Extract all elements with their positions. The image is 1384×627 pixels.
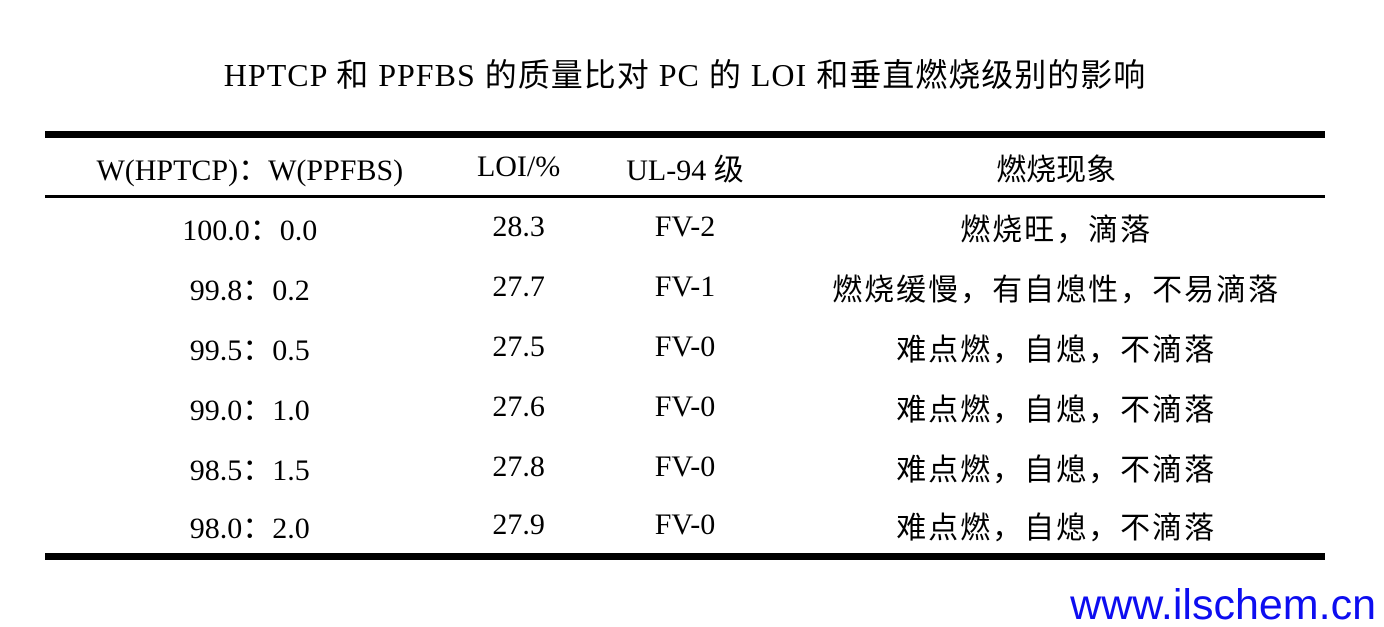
- cell-ul94: FV-2: [654, 210, 716, 244]
- table-row: 98.5：1.5 27.8 FV-0 难点燃，自熄，不滴落: [45, 437, 1325, 497]
- cell-mass-ratio: 98.5：1.5: [189, 453, 310, 487]
- cell-loi: 28.3: [492, 210, 545, 244]
- cell-loi: 27.6: [492, 389, 545, 423]
- watermark: www.ilschem.cn: [1070, 580, 1376, 627]
- cell-mass-ratio: 99.5：0.5: [189, 333, 310, 367]
- table-row: 99.5：0.5 27.5 FV-0 难点燃，自熄，不滴落: [45, 317, 1325, 377]
- cell-mass-ratio: 99.0：1.0: [189, 393, 310, 427]
- cell-ul94: FV-1: [654, 269, 716, 303]
- cell-mass-ratio: 99.8：0.2: [189, 273, 310, 307]
- table-title: HPTCP 和 PPFBS 的质量比对 PC 的 LOI 和垂直燃烧级别的影响: [223, 57, 1147, 93]
- cell-loi: 27.5: [492, 329, 545, 363]
- table-row: 99.0：1.0 27.6 FV-0 难点燃，自熄，不滴落: [45, 377, 1325, 437]
- cell-loi: 27.9: [492, 507, 545, 541]
- cell-phenomenon: 燃烧缓慢，有自熄性，不易滴落: [832, 273, 1281, 307]
- table-row: 99.8：0.2 27.7 FV-1 燃烧缓慢，有自熄性，不易滴落: [45, 257, 1325, 317]
- table-row: 100.0：0.0 28.3 FV-2 燃烧旺，滴落: [45, 197, 1325, 257]
- table-header-row: W(HPTCP)：W(PPFBS) LOI/% UL-94 级 燃烧现象: [45, 134, 1325, 198]
- cell-ul94: FV-0: [654, 389, 716, 423]
- cell-phenomenon: 难点燃，自熄，不滴落: [896, 453, 1217, 487]
- cell-phenomenon: 难点燃，自熄，不滴落: [896, 393, 1217, 427]
- cell-mass-ratio: 98.0：2.0: [189, 511, 310, 545]
- cell-phenomenon: 燃烧旺，滴落: [960, 214, 1153, 248]
- data-table: W(HPTCP)：W(PPFBS) LOI/% UL-94 级 燃烧现象 100…: [45, 131, 1325, 560]
- data-table-wrap: W(HPTCP)：W(PPFBS) LOI/% UL-94 级 燃烧现象 100…: [45, 131, 1325, 560]
- cell-ul94: FV-0: [654, 329, 716, 363]
- cell-mass-ratio: 100.0：0.0: [182, 214, 318, 248]
- column-header-phenomenon: 燃烧现象: [787, 134, 1325, 198]
- cell-loi: 27.7: [492, 269, 545, 303]
- cell-ul94: FV-0: [654, 507, 716, 541]
- cell-phenomenon: 难点燃，自熄，不滴落: [896, 333, 1217, 367]
- column-header-loi: LOI/%: [454, 134, 583, 198]
- column-header-ul94: UL-94 级: [582, 134, 788, 198]
- table-row: 98.0：2.0 27.9 FV-0 难点燃，自熄，不滴落: [45, 497, 1325, 557]
- cell-phenomenon: 难点燃，自熄，不滴落: [896, 511, 1217, 545]
- cell-ul94: FV-0: [654, 449, 716, 483]
- cell-loi: 27.8: [492, 449, 545, 483]
- column-header-mass-ratio: W(HPTCP)：W(PPFBS): [45, 134, 455, 198]
